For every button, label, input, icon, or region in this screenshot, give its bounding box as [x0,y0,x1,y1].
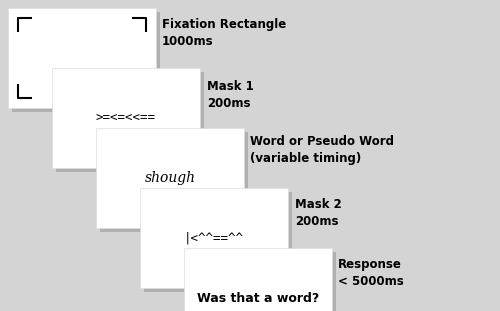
Bar [184,248,332,311]
Bar [56,72,204,172]
Bar [96,128,244,228]
Text: shough: shough [144,171,196,185]
Bar [52,68,200,168]
Bar [12,12,160,112]
Text: Word or Pseudo Word
(variable timing): Word or Pseudo Word (variable timing) [250,135,394,165]
Text: Mask 2
200ms: Mask 2 200ms [295,198,342,228]
Bar [188,252,336,311]
Text: Was that a word?: Was that a word? [197,291,319,304]
Text: Fixation Rectangle
1000ms: Fixation Rectangle 1000ms [162,18,286,48]
Bar [144,192,292,292]
Bar [140,188,288,288]
Text: >=<=<<==: >=<=<<== [96,112,156,124]
Text: Mask 1
200ms: Mask 1 200ms [207,80,254,110]
Text: Response
< 5000ms: Response < 5000ms [338,258,404,288]
Text: |<^^==^^: |<^^==^^ [184,231,244,244]
Bar [8,8,156,108]
Bar [100,132,248,232]
